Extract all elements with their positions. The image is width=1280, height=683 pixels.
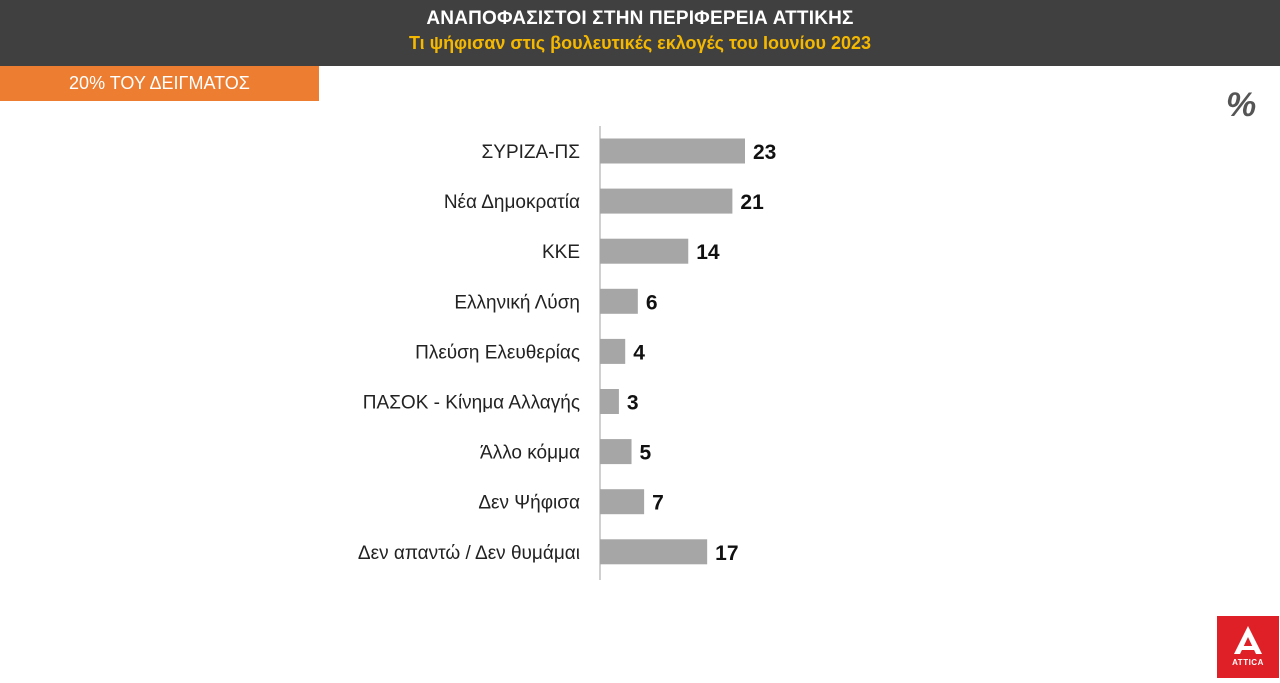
sample-badge: 20% ΤΟΥ ΔΕΙΓΜΑΤΟΣ xyxy=(0,66,319,101)
category-label: Ελληνική Λύση xyxy=(454,292,580,313)
data-label: 6 xyxy=(646,291,658,314)
category-label: Νέα Δημοκρατία xyxy=(444,192,580,213)
bar xyxy=(600,539,708,565)
logo-text: ATTICA xyxy=(1232,658,1264,667)
attica-logo-icon xyxy=(1234,626,1262,654)
bar xyxy=(600,288,638,314)
category-label: Δεν απαντώ / Δεν θυμάμαι xyxy=(358,543,580,564)
category-label: ΚΚΕ xyxy=(542,242,580,263)
data-label: 3 xyxy=(627,392,639,415)
bar xyxy=(600,389,619,414)
data-label: 23 xyxy=(753,141,776,164)
data-label: 21 xyxy=(740,191,764,214)
category-label: Δεν Ψήφισα xyxy=(478,493,580,514)
data-label: 17 xyxy=(715,542,738,565)
bar xyxy=(600,338,626,364)
percent-unit-label: % xyxy=(1226,86,1257,124)
category-label: Άλλο κόμμα xyxy=(480,443,580,464)
bar xyxy=(600,188,733,214)
data-label: 14 xyxy=(696,241,720,264)
bar xyxy=(600,439,632,465)
data-label: 5 xyxy=(640,442,652,465)
category-label: Πλεύση Ελευθερίας xyxy=(415,342,580,363)
header-bar: ΑΝΑΠΟΦΑΣΙΣΤΟΙ ΣΤΗΝ ΠΕΡΙΦΕΡΕΙΑ ΑΤΤΙΚΗΣ Τι… xyxy=(0,0,1280,66)
bar xyxy=(600,238,689,264)
chart-subtitle: Τι ψήφισαν στις βουλευτικές εκλογές του … xyxy=(408,33,872,53)
category-label: ΣΥΡΙΖΑ-ΠΣ xyxy=(482,142,580,163)
attica-logo: ATTICA xyxy=(1217,616,1279,678)
data-label: 4 xyxy=(633,341,645,364)
bar xyxy=(600,138,745,164)
chart-title: ΑΝΑΠΟΦΑΣΙΣΤΟΙ ΣΤΗΝ ΠΕΡΙΦΕΡΕΙΑ ΑΤΤΙΚΗΣ xyxy=(426,8,854,29)
category-label: ΠΑΣΟΚ - Κίνημα Αλλαγής xyxy=(363,393,580,414)
bar xyxy=(600,489,645,515)
data-label: 7 xyxy=(652,492,664,515)
